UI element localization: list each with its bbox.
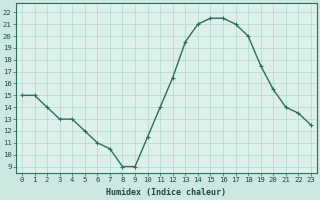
X-axis label: Humidex (Indice chaleur): Humidex (Indice chaleur) (107, 188, 227, 197)
